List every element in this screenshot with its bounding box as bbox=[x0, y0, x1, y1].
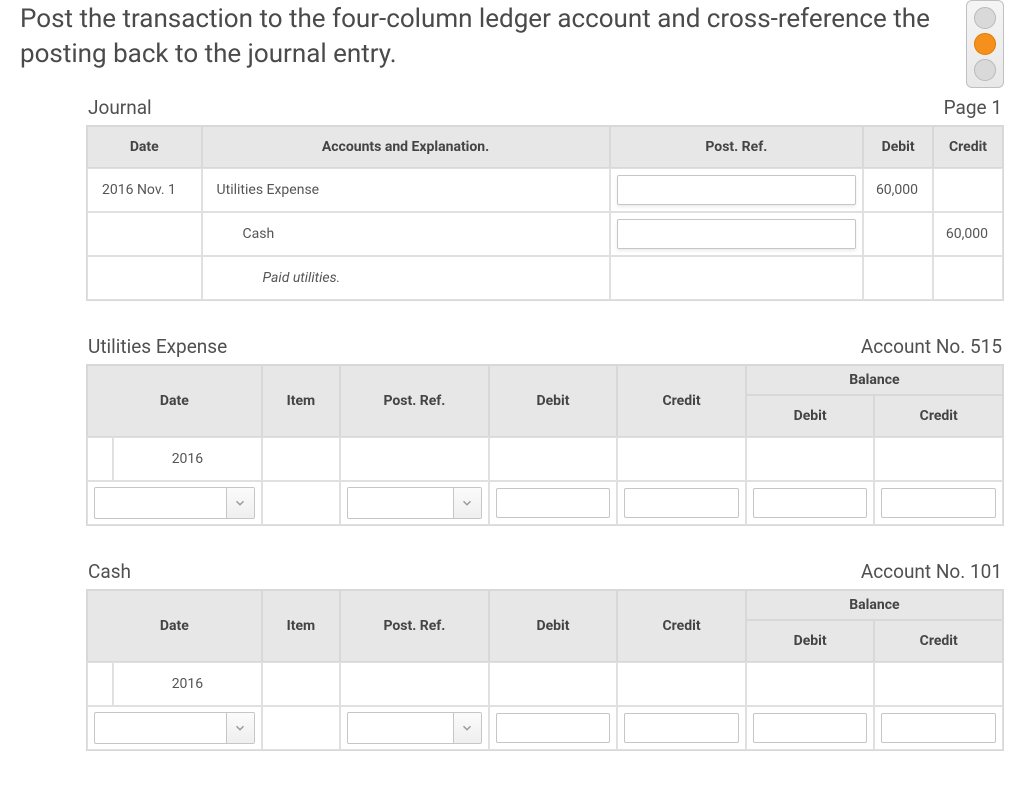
ledger-year-row: 2016 bbox=[87, 662, 1003, 706]
ledger-year-cell: 2016 bbox=[113, 662, 262, 706]
chevron-down-icon bbox=[226, 488, 254, 518]
status-light-bottom bbox=[974, 59, 996, 81]
chevron-down-icon bbox=[453, 713, 481, 743]
ledger-header-bal-credit: Credit bbox=[874, 620, 1003, 662]
ledger-bal-debit-input[interactable] bbox=[753, 488, 868, 518]
ledger-bal-debit-input[interactable] bbox=[753, 713, 868, 743]
journal-cell-debit bbox=[863, 256, 933, 300]
chevron-down-icon bbox=[453, 488, 481, 518]
ledger-year-cell: 2016 bbox=[113, 437, 262, 481]
journal-cell-date: 2016 Nov. 1 bbox=[87, 168, 202, 212]
journal-cell-postref bbox=[610, 212, 864, 256]
ledger-credit-input[interactable] bbox=[624, 488, 739, 518]
ledger-header-debit: Debit bbox=[489, 590, 618, 662]
journal-header-credit: Credit bbox=[933, 126, 1003, 168]
ledger-input-row bbox=[87, 706, 1003, 750]
ledger-title: Utilities Expense bbox=[88, 335, 227, 358]
ledger-date-select[interactable] bbox=[94, 487, 255, 519]
ledger-bal-credit-input[interactable] bbox=[881, 713, 996, 743]
ledger-header-bal-debit: Debit bbox=[746, 395, 875, 437]
journal-cell-explanation: Paid utilities. bbox=[202, 256, 610, 300]
journal-table: Date Accounts and Explanation. Post. Ref… bbox=[86, 125, 1004, 301]
journal-cell-account: Cash bbox=[202, 212, 610, 256]
journal-cell-credit bbox=[933, 168, 1003, 212]
ledger-account-no: Account No. 515 bbox=[861, 335, 1002, 358]
ledger-table: Date Item Post. Ref. Debit Credit Balanc… bbox=[86, 364, 1004, 526]
journal-row: Paid utilities. bbox=[87, 256, 1003, 300]
ledger-section: Cash Account No. 101 Date Item Post. Ref… bbox=[86, 560, 1004, 751]
ledger-header-postref: Post. Ref. bbox=[340, 590, 489, 662]
chevron-down-icon bbox=[226, 713, 254, 743]
journal-header-accounts: Accounts and Explanation. bbox=[202, 126, 610, 168]
journal-cell-postref bbox=[610, 168, 864, 212]
journal-header-postref: Post. Ref. bbox=[610, 126, 864, 168]
ledger-header-date: Date bbox=[87, 590, 262, 662]
journal-postref-input[interactable] bbox=[617, 175, 857, 205]
status-light-top bbox=[974, 7, 996, 29]
ledger-header-credit: Credit bbox=[617, 590, 746, 662]
ledger-postref-select[interactable] bbox=[347, 712, 482, 744]
ledger-header-item: Item bbox=[262, 365, 340, 437]
status-light-middle bbox=[974, 33, 996, 55]
ledger-title: Cash bbox=[88, 560, 131, 583]
ledger-header-item: Item bbox=[262, 590, 340, 662]
ledger-date-select[interactable] bbox=[94, 712, 255, 744]
journal-cell-credit bbox=[933, 256, 1003, 300]
journal-header-date: Date bbox=[87, 126, 202, 168]
journal-row: Cash 60,000 bbox=[87, 212, 1003, 256]
status-traffic-light bbox=[966, 0, 1004, 88]
journal-page-label: Page 1 bbox=[944, 96, 1002, 119]
ledger-header-bal-debit: Debit bbox=[746, 620, 875, 662]
ledger-postref-select[interactable] bbox=[347, 487, 482, 519]
ledger-year-row: 2016 bbox=[87, 437, 1003, 481]
ledger-header-postref: Post. Ref. bbox=[340, 365, 489, 437]
ledger-account-no: Account No. 101 bbox=[861, 560, 1002, 583]
ledger-header-debit: Debit bbox=[489, 365, 618, 437]
ledger-header-balance: Balance bbox=[746, 590, 1003, 620]
journal-row: 2016 Nov. 1 Utilities Expense 60,000 bbox=[87, 168, 1003, 212]
journal-postref-input[interactable] bbox=[617, 219, 857, 249]
journal-cell-account: Utilities Expense bbox=[202, 168, 610, 212]
ledger-bal-credit-input[interactable] bbox=[881, 488, 996, 518]
journal-cell-postref bbox=[610, 256, 864, 300]
ledger-credit-input[interactable] bbox=[624, 713, 739, 743]
journal-cell-credit: 60,000 bbox=[933, 212, 1003, 256]
instruction-text: Post the transaction to the four-column … bbox=[0, 0, 1024, 72]
journal-cell-date bbox=[87, 256, 202, 300]
journal-cell-date bbox=[87, 212, 202, 256]
ledger-header-bal-credit: Credit bbox=[874, 395, 1003, 437]
ledger-table: Date Item Post. Ref. Debit Credit Balanc… bbox=[86, 589, 1004, 751]
journal-section: Journal Page 1 Date Accounts and Explana… bbox=[86, 96, 1004, 301]
ledger-header-credit: Credit bbox=[617, 365, 746, 437]
ledger-input-row bbox=[87, 481, 1003, 525]
journal-title: Journal bbox=[88, 96, 152, 119]
journal-cell-debit bbox=[863, 212, 933, 256]
journal-header-debit: Debit bbox=[863, 126, 933, 168]
ledger-header-date: Date bbox=[87, 365, 262, 437]
ledger-section: Utilities Expense Account No. 515 Date I… bbox=[86, 335, 1004, 526]
ledger-debit-input[interactable] bbox=[496, 713, 611, 743]
ledger-header-balance: Balance bbox=[746, 365, 1003, 395]
journal-cell-debit: 60,000 bbox=[863, 168, 933, 212]
ledger-debit-input[interactable] bbox=[496, 488, 611, 518]
